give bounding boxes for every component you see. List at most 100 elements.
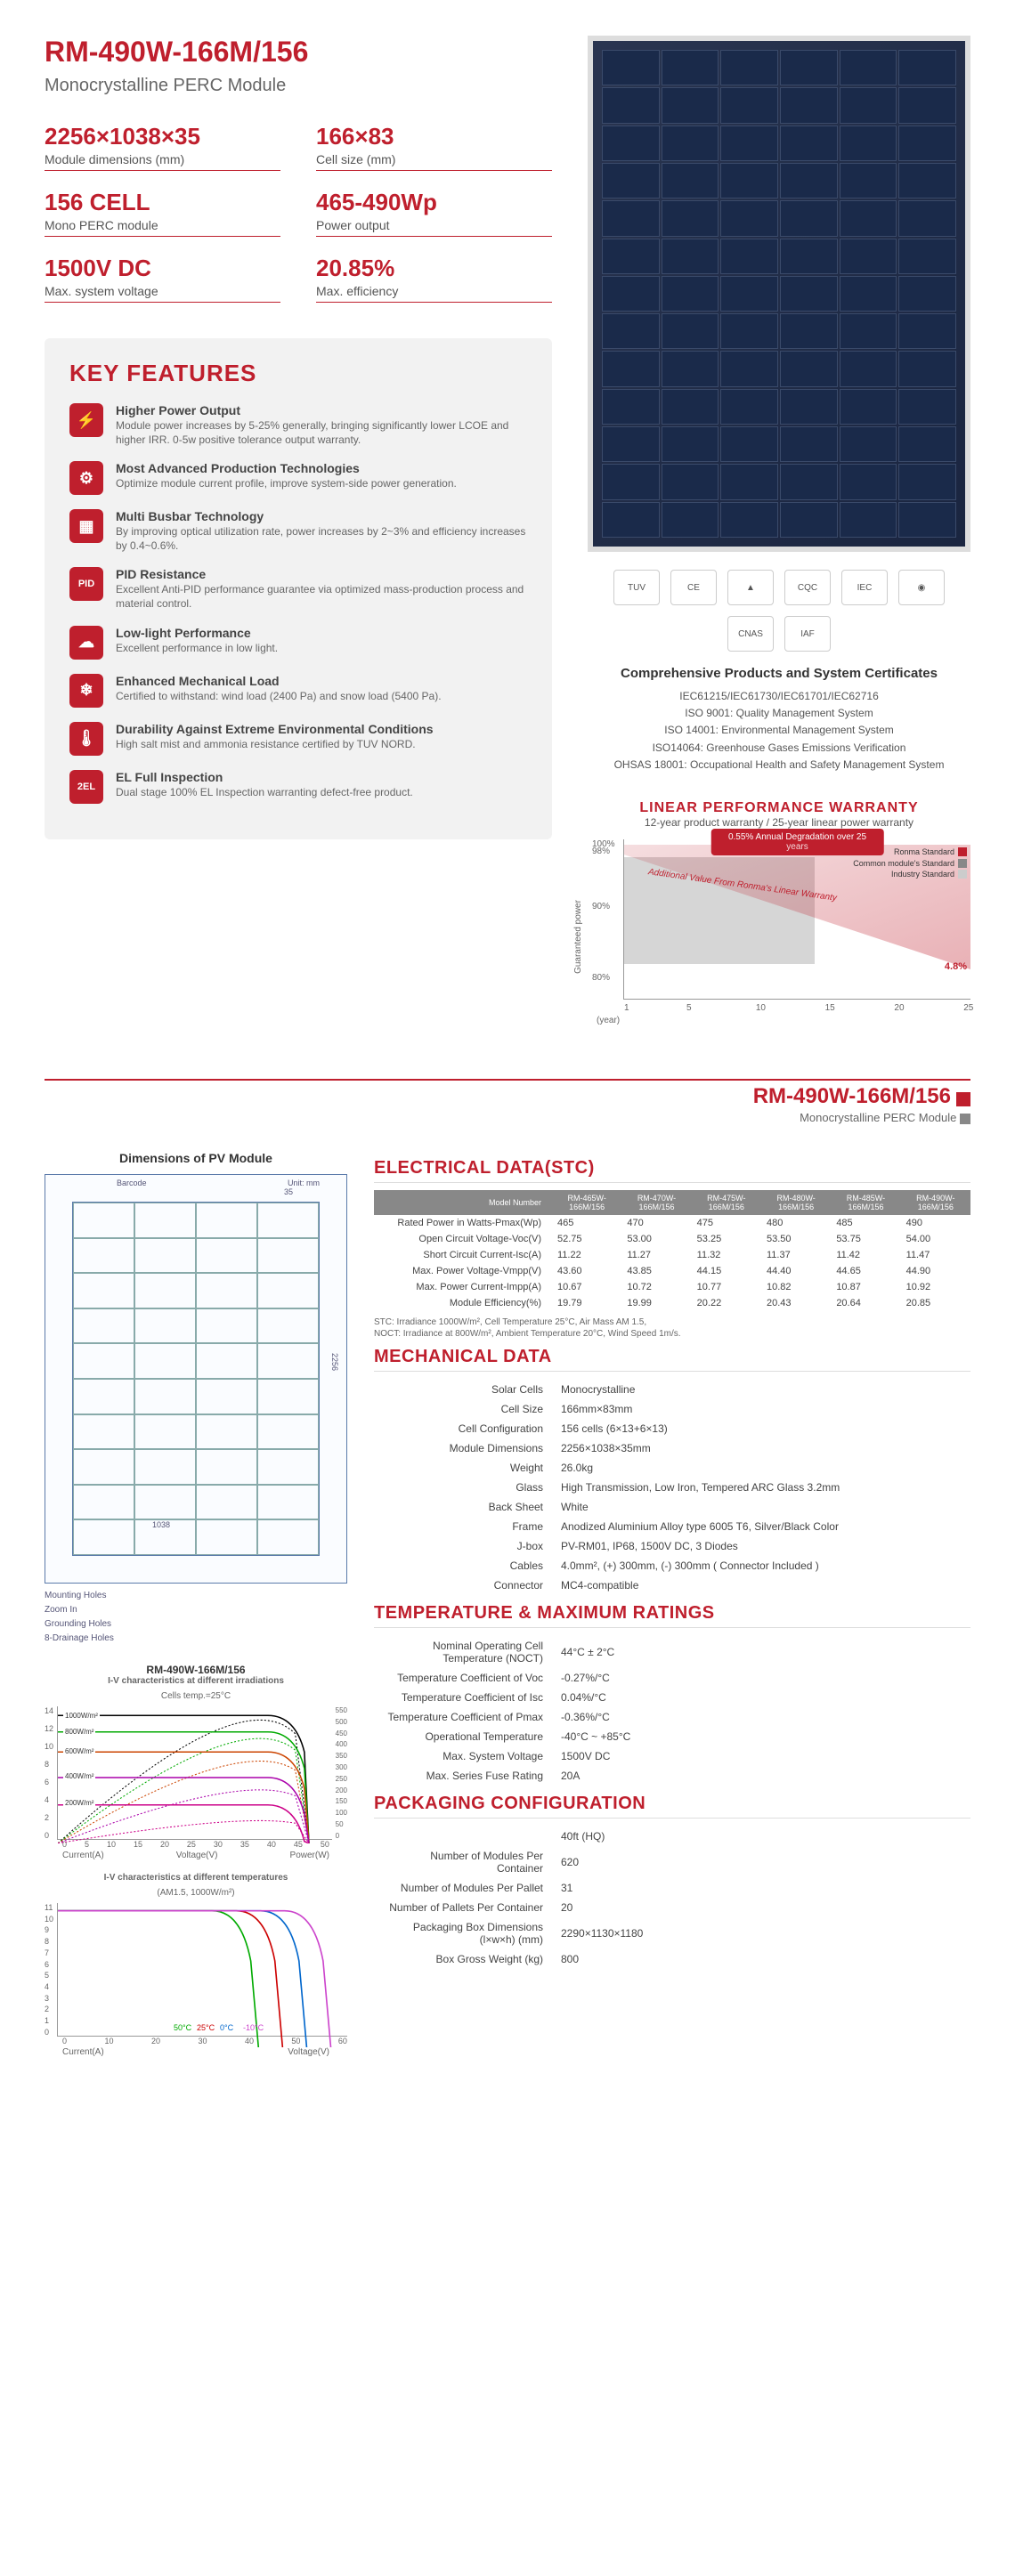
- table-row: Solar CellsMonocrystalline: [376, 1381, 969, 1398]
- warranty-title: LINEAR PERFORMANCE WARRANTY: [588, 800, 970, 816]
- table-key: J-box: [376, 1537, 554, 1555]
- tick: 12: [45, 1724, 53, 1733]
- table-val: 31: [556, 1879, 969, 1897]
- table-cell: 485: [831, 1215, 900, 1231]
- table-row: Cell Configuration156 cells (6×13+6×13): [376, 1420, 969, 1438]
- feature-icon: ☁: [69, 626, 103, 660]
- temperature-heading: TEMPERATURE & MAXIMUM RATINGS: [374, 1603, 970, 1628]
- tick: 0: [45, 1831, 53, 1840]
- table-key: Packaging Box Dimensions (l×w×h) (mm): [376, 1918, 554, 1948]
- warranty-xtick: 10: [756, 1003, 766, 1013]
- feature-desc: Module power increases by 5-25% generall…: [116, 419, 527, 447]
- table-row: Max. Series Fuse Rating20A: [376, 1767, 969, 1785]
- tick: 2: [45, 2005, 53, 2013]
- feature-title: Enhanced Mechanical Load: [116, 674, 442, 688]
- curve-label: 200W/m²: [63, 1799, 95, 1807]
- iv1-ylabel: Current(A): [62, 1851, 104, 1860]
- tick: 8: [45, 1760, 53, 1769]
- feature-title: Low-light Performance: [116, 626, 278, 640]
- table-row: Max. Power Voltage-Vmpp(V)43.6043.8544.1…: [374, 1263, 970, 1279]
- features-heading: KEY FEATURES: [69, 360, 527, 387]
- table-cell: 19.79: [552, 1295, 621, 1311]
- specs-grid: 2256×1038×35Module dimensions (mm)166×83…: [45, 123, 552, 303]
- iv2-title: I-V characteristics at different tempera…: [45, 1873, 347, 1883]
- spec-value: 20.85%: [316, 255, 552, 282]
- feature-desc: Excellent Anti-PID performance guarantee…: [116, 583, 527, 611]
- table-val: -0.36%/°C: [556, 1708, 969, 1726]
- table-key: Number of Modules Per Pallet: [376, 1879, 554, 1897]
- cert-line: ISO 14001: Environmental Management Syst…: [588, 722, 970, 739]
- table-cell: 44.40: [761, 1263, 831, 1279]
- tick: 11: [45, 1903, 53, 1912]
- table-cell: Short Circuit Current-Isc(A): [374, 1247, 552, 1263]
- tick: 500: [336, 1718, 347, 1726]
- table-key: Box Gross Weight (kg): [376, 1950, 554, 1968]
- table-cell: 43.85: [621, 1263, 691, 1279]
- tick: 4: [45, 1982, 53, 1991]
- dim-mh: Mounting Holes: [45, 1589, 347, 1603]
- warranty-xtick: 15: [825, 1003, 835, 1013]
- feature-title: EL Full Inspection: [116, 770, 413, 784]
- table-key: Module Dimensions: [376, 1439, 554, 1457]
- table-cell: 11.32: [692, 1247, 761, 1263]
- tick: 9: [45, 1925, 53, 1934]
- table-val: Monocrystalline: [556, 1381, 969, 1398]
- table-header: RM-470W-166M/156: [621, 1190, 691, 1215]
- table-cell: 20.64: [831, 1295, 900, 1311]
- spec-item: 166×83Cell size (mm): [316, 123, 552, 171]
- table-val: 2290×1130×1180: [556, 1918, 969, 1948]
- table-key: Cell Configuration: [376, 1420, 554, 1438]
- table-key: Cell Size: [376, 1400, 554, 1418]
- spec-value: 166×83: [316, 123, 552, 150]
- tick: 300: [336, 1763, 347, 1771]
- cert-badge: CQC: [784, 570, 831, 605]
- table-row: Operational Temperature-40°C ~ +85°C: [376, 1728, 969, 1746]
- feature-item: ☁Low-light PerformanceExcellent performa…: [69, 626, 527, 660]
- feature-title: PID Resistance: [116, 567, 527, 581]
- legend-item: Industry Standard: [853, 869, 967, 880]
- table-val: 156 cells (6×13+6×13): [556, 1420, 969, 1438]
- table-val: 26.0kg: [556, 1459, 969, 1477]
- table-cell: 10.87: [831, 1279, 900, 1295]
- spec-label: Module dimensions (mm): [45, 152, 280, 166]
- tick: 400: [336, 1740, 347, 1748]
- section-divider: RM-490W-166M/156 Monocrystalline PERC Mo…: [45, 1079, 970, 1124]
- table-row: Weight26.0kg: [376, 1459, 969, 1477]
- table-val: 166mm×83mm: [556, 1400, 969, 1418]
- tick: 10: [45, 1742, 53, 1751]
- model-title: RM-490W-166M/156: [45, 36, 552, 69]
- iv2-chart: 50°C25°C0°C-10°C: [57, 1903, 347, 2037]
- dim-h: 2256: [330, 1353, 339, 1371]
- dim-dh: 8-Drainage Holes: [45, 1632, 347, 1646]
- cert-line: IEC61215/IEC61730/IEC61701/IEC62716: [588, 688, 970, 705]
- warranty-xtick: 20: [894, 1003, 904, 1013]
- warranty-xaxis: (year): [597, 1016, 970, 1025]
- table-key: Cables: [376, 1557, 554, 1575]
- table-cell: Open Circuit Voltage-Voc(V): [374, 1231, 552, 1247]
- curve-label: 50°C: [174, 2023, 191, 2032]
- table-cell: 11.37: [761, 1247, 831, 1263]
- table-row: Number of Modules Per Pallet31: [376, 1879, 969, 1897]
- table-row: Temperature Coefficient of Pmax-0.36%/°C: [376, 1708, 969, 1726]
- iv1-model: RM-490W-166M/156: [45, 1664, 347, 1676]
- cert-line: ISO14064: Greenhouse Gases Emissions Ver…: [588, 740, 970, 757]
- iv1-title: I-V characteristics at different irradia…: [45, 1676, 347, 1686]
- table-row: Number of Pallets Per Container20: [376, 1899, 969, 1916]
- feature-item: 2ELEL Full InspectionDual stage 100% EL …: [69, 770, 527, 804]
- warranty-xtick: 1: [624, 1003, 629, 1013]
- feature-title: Durability Against Extreme Environmental…: [116, 722, 434, 736]
- spec-item: 1500V DCMax. system voltage: [45, 255, 280, 303]
- mechanical-heading: MECHANICAL DATA: [374, 1347, 970, 1372]
- tick: 2: [45, 1813, 53, 1822]
- table-cell: Max. Power Current-Impp(A): [374, 1279, 552, 1295]
- table-val: High Transmission, Low Iron, Tempered AR…: [556, 1478, 969, 1496]
- spec-label: Power output: [316, 218, 552, 232]
- table-key: Max. Series Fuse Rating: [376, 1767, 554, 1785]
- table-header: RM-480W-166M/156: [761, 1190, 831, 1215]
- table-cell: 10.77: [692, 1279, 761, 1295]
- iv1-chart: 1000W/m²800W/m²600W/m²400W/m²200W/m²: [57, 1706, 332, 1840]
- table-row: ConnectorMC4-compatible: [376, 1576, 969, 1594]
- warranty-ytick: 98%: [592, 847, 610, 856]
- table-cell: 20.85: [901, 1295, 970, 1311]
- packaging-table: 40ft (HQ)Number of Modules Per Container…: [374, 1826, 970, 1970]
